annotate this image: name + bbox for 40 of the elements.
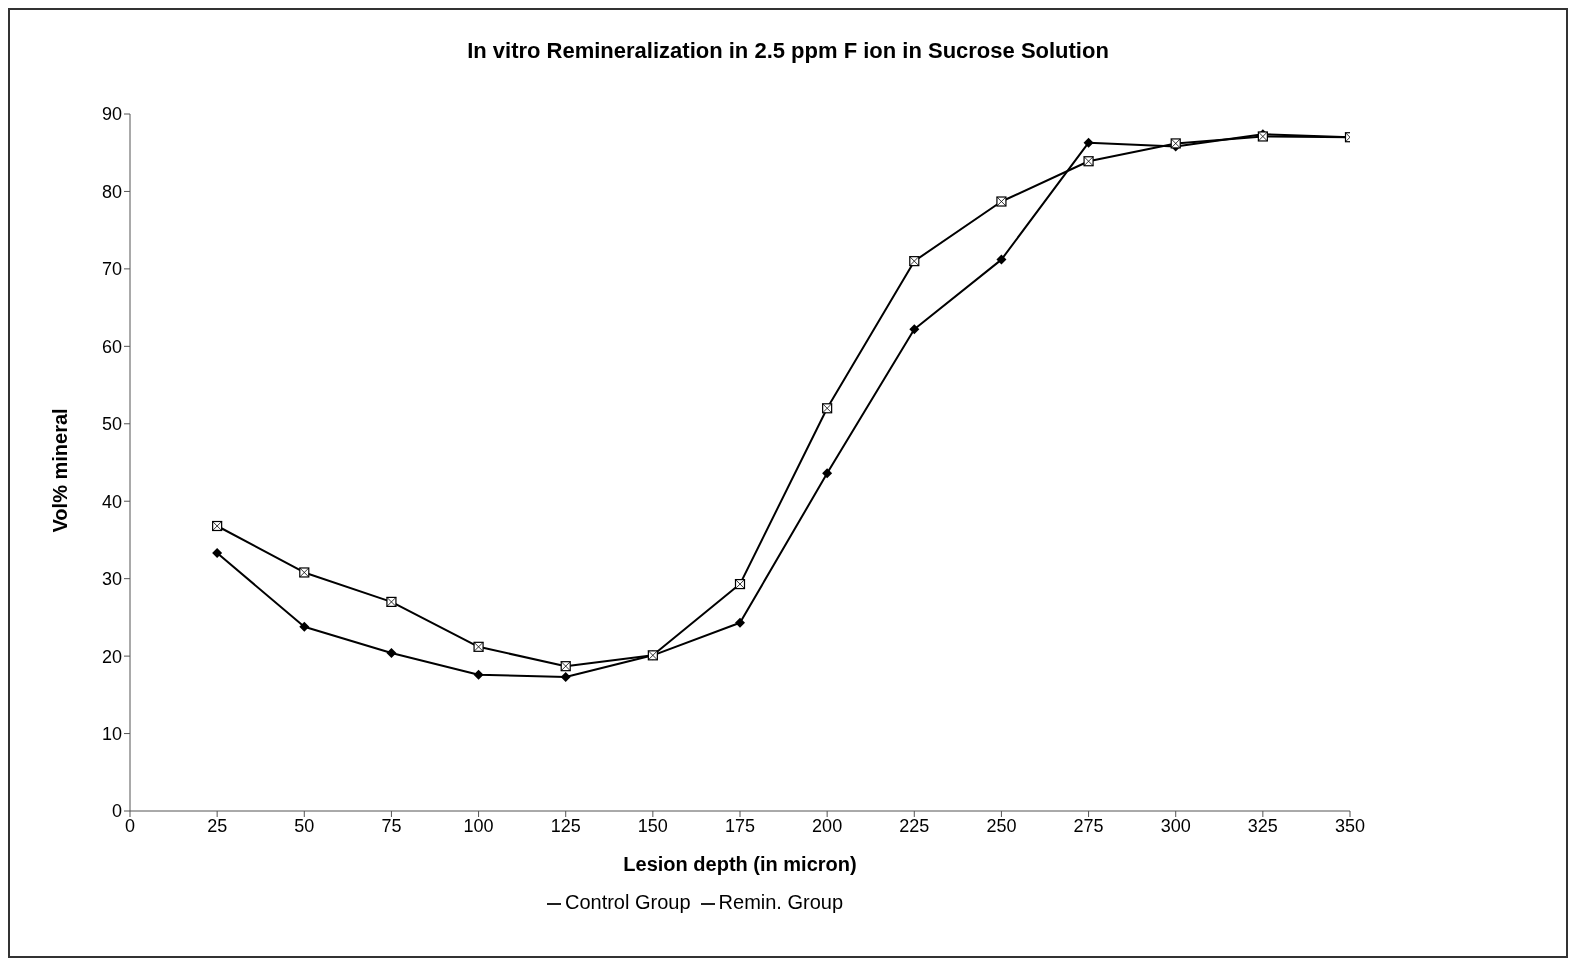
point (822, 468, 833, 479)
y-axis-title: Vol% mineral (49, 408, 72, 533)
point (560, 672, 571, 683)
y-tick-label: 80 (101, 181, 122, 202)
x-tick-label: 50 (294, 815, 315, 836)
x-tick-label: 25 (207, 815, 228, 836)
x-tick-label: 250 (986, 815, 1017, 836)
y-tick-label: 30 (101, 569, 122, 590)
point (386, 648, 397, 659)
point (473, 669, 484, 680)
x-tick-label: 175 (724, 815, 756, 836)
x-tick-label: 300 (1160, 815, 1191, 836)
point (212, 548, 223, 559)
point (735, 617, 745, 628)
x-tick-label: 100 (463, 815, 494, 836)
point (299, 621, 310, 632)
y-tick-label: 40 (101, 491, 122, 512)
legend-label: Control Group (564, 891, 691, 913)
x-tick-label: 0 (124, 815, 136, 836)
y-tick-label: 20 (101, 646, 122, 667)
x-tick-label: 275 (1073, 815, 1104, 836)
point (996, 254, 1007, 265)
y-tick-label: 10 (101, 723, 122, 744)
x-tick-label: 350 (1334, 815, 1366, 836)
x-tick-label: 150 (637, 815, 668, 836)
y-tick-label: 60 (101, 336, 122, 357)
chart-title: In vitro Remineralization in 2.5 ppm F ion in Sucrose Solution (466, 38, 1110, 64)
point (909, 324, 920, 335)
x-tick-label: 225 (899, 815, 930, 836)
y-tick-label: 90 (101, 104, 122, 125)
x-tick-label: 325 (1247, 815, 1278, 836)
x-tick-label: 125 (550, 815, 581, 836)
legend-label: Remin. Group (718, 891, 844, 913)
x-axis-title: Lesion depth (in micron) (623, 853, 857, 875)
y-tick-label: 0 (111, 801, 122, 822)
y-tick-label: 50 (101, 414, 122, 435)
point (1083, 137, 1094, 148)
y-tick-label: 70 (101, 259, 122, 280)
x-tick-label: 200 (812, 815, 843, 836)
x-tick-label: 75 (381, 815, 402, 836)
